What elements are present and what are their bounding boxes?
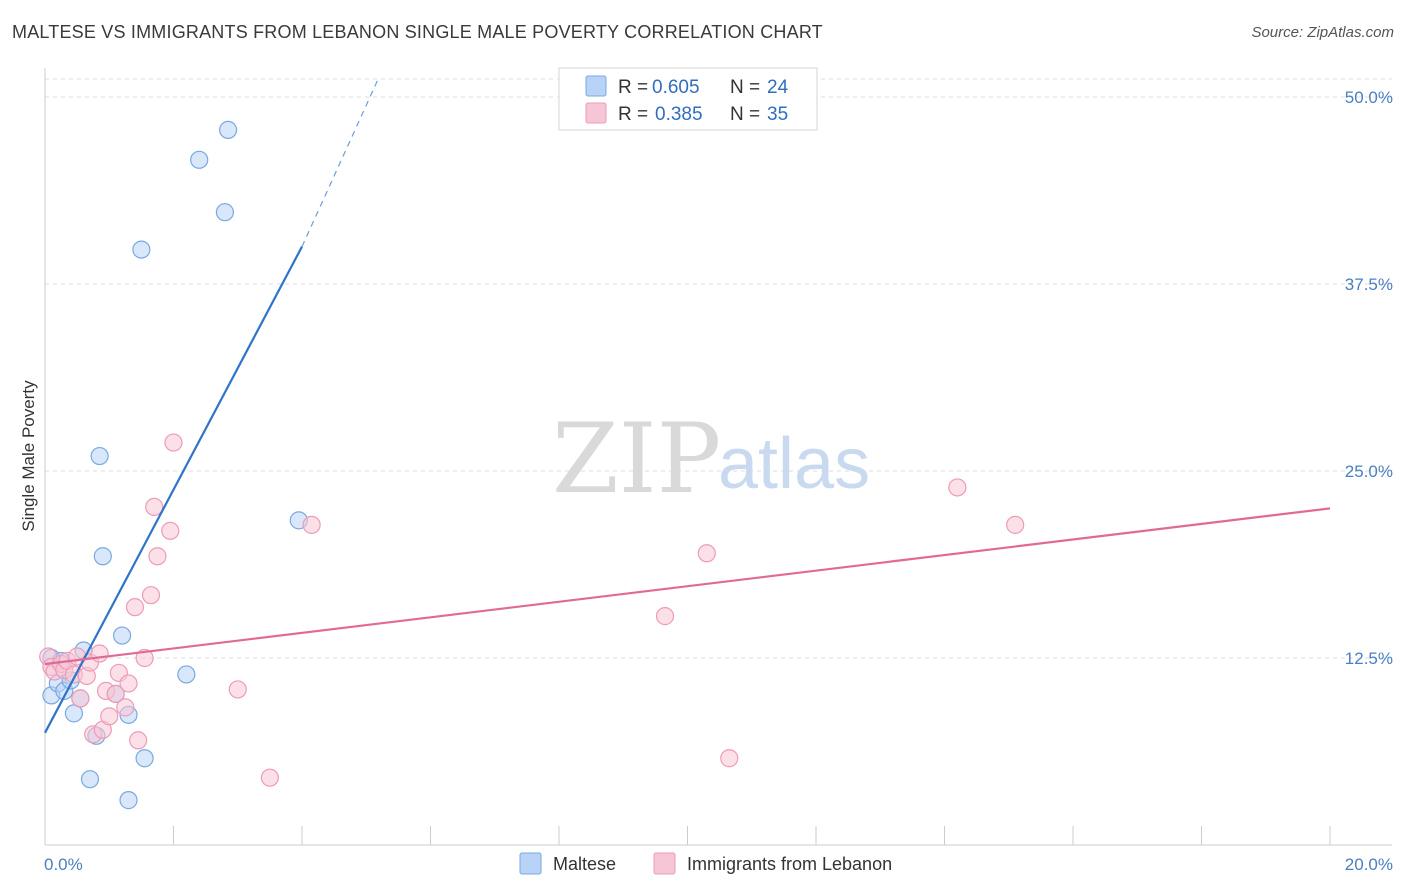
maltese-point	[135, 749, 154, 768]
bottom-legend: Maltese Immigrants from Lebanon	[519, 852, 892, 875]
legend-maltese-n-value: 24	[767, 77, 789, 98]
axis-layer: 12.5% 25.0% 37.5% 50.0% 0.0% 20.0%	[44, 68, 1393, 874]
lebanon-point	[164, 433, 183, 452]
bottom-legend-lebanon: Immigrants from Lebanon	[687, 854, 892, 874]
maltese-point	[190, 150, 209, 169]
watermark: ZIP atlas	[552, 403, 870, 515]
legend-maltese-r-value: 0.605	[652, 77, 700, 98]
maltese-trendline	[44, 246, 303, 734]
maltese-point	[112, 626, 132, 645]
maltese-point	[219, 120, 238, 140]
lebanon-point	[141, 586, 161, 605]
x-tick-label: 0.0%	[44, 855, 83, 874]
lebanon-point	[135, 648, 154, 668]
lebanon-point	[100, 707, 119, 726]
maltese-point	[132, 240, 151, 259]
lebanon-point	[161, 521, 180, 540]
lebanon-point	[228, 680, 247, 699]
lebanon-point	[148, 547, 167, 566]
lebanon-point	[697, 544, 716, 563]
maltese-point	[80, 770, 100, 789]
grid-layer	[45, 78, 1392, 659]
chart-title: MALTESE VS IMMIGRANTS FROM LEBANON SINGL…	[12, 22, 823, 42]
y-axis-label: Single Male Poverty	[19, 380, 38, 532]
y-tick-label: 37.5%	[1345, 275, 1393, 294]
lebanon-point	[106, 684, 125, 704]
lebanon-point	[116, 698, 135, 717]
lebanon-point	[90, 644, 109, 663]
maltese-trendline-extension	[301, 76, 380, 247]
lebanon-point	[948, 478, 967, 497]
legend-maltese-n-label: N =	[730, 77, 760, 98]
lebanon-point	[720, 749, 739, 768]
lebanon-point	[145, 497, 164, 517]
legend-lebanon-n-label: N =	[730, 104, 760, 125]
y-tick-label: 50.0%	[1345, 88, 1393, 107]
bottom-legend-maltese: Maltese	[553, 854, 616, 874]
legend-lebanon-n-value: 35	[767, 104, 788, 125]
maltese-point	[64, 704, 84, 723]
x-tick-label: 20.0%	[1345, 855, 1393, 874]
lebanon-trendline	[44, 507, 1331, 666]
lebanon-point	[302, 515, 321, 534]
maltese-point	[119, 791, 138, 810]
lebanon-point	[1006, 515, 1025, 534]
legend-lebanon-r-label: R =	[618, 104, 648, 125]
legend-lebanon-r-value: 0.385	[655, 104, 703, 125]
maltese-point	[215, 203, 234, 222]
source-label: Source: ZipAtlas.com	[1251, 24, 1394, 41]
bottom-legend-swatch-maltese	[519, 852, 542, 875]
legend-maltese-r-label: R =	[618, 77, 648, 98]
lebanon-point	[119, 674, 138, 693]
legend-swatch-maltese	[585, 75, 607, 97]
maltese-point	[177, 665, 196, 684]
legend-swatch-lebanon	[585, 102, 607, 124]
y-tick-label: 12.5%	[1345, 649, 1393, 668]
trend-layer	[44, 76, 1331, 734]
y-tick-label: 25.0%	[1345, 462, 1393, 481]
bottom-legend-swatch-lebanon	[653, 852, 676, 875]
legend-box: R = 0.605 N = 24 R = 0.385 N = 35	[558, 67, 818, 131]
lebanon-point	[260, 768, 279, 787]
watermark-atlas: atlas	[718, 424, 870, 504]
lebanon-point	[129, 731, 148, 750]
watermark-zip: ZIP	[552, 403, 721, 515]
lebanon-point	[655, 607, 675, 626]
maltese-point	[93, 547, 112, 566]
maltese-point	[90, 446, 109, 466]
lebanon-point	[71, 689, 90, 708]
lebanon-point	[125, 598, 145, 617]
